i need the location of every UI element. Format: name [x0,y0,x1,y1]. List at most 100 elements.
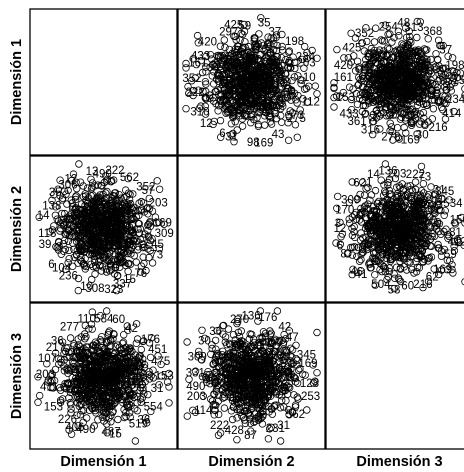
data-point [95,367,103,375]
data-point [424,190,433,199]
data-point [123,240,131,249]
data-point [401,197,409,205]
cell-1-2: 59 35371982342031011273275431699831612310… [177,8,326,156]
data-point [112,286,121,295]
data-point [266,50,274,58]
data-point [261,121,269,129]
point-label: 31 [151,383,164,395]
data-point [413,235,421,244]
data-point [253,114,261,122]
data-point [76,219,84,228]
data-point [50,191,58,199]
data-point [417,162,426,171]
data-point [251,83,259,92]
point-label: 519 [129,419,148,431]
data-point [132,320,141,328]
data-point [256,50,264,59]
data-point [163,378,172,386]
data-point [277,54,286,62]
data-point [124,189,133,197]
point-label: 15 [123,274,136,286]
data-point [97,267,106,275]
data-point [361,89,370,97]
data-point [364,183,372,192]
data-point [189,55,197,63]
data-point [267,77,275,86]
data-point [347,243,355,252]
data-point [103,177,111,185]
data-point [436,41,444,50]
data-point [75,160,83,168]
point-label: 10 [80,281,93,293]
data-point [142,266,150,275]
data-point [381,160,390,168]
data-point [58,338,67,346]
data-point [130,215,138,224]
data-point [287,63,295,72]
data-point [428,87,436,95]
data-point [424,254,432,263]
data-point [385,267,394,276]
data-point [413,33,421,42]
data-point [73,246,81,255]
data-point [65,255,73,263]
data-point [228,65,236,73]
data-point [334,192,342,201]
data-point [366,260,374,268]
data-point [67,401,75,409]
data-point [214,69,223,77]
data-point [345,215,353,223]
data-point [260,85,268,93]
point-label: 414 [442,108,462,120]
data-point [238,122,247,130]
data-point [415,264,424,272]
data-point [34,398,42,406]
data-point [291,120,300,129]
data-point [67,430,76,438]
data-point [413,246,421,254]
data-point [137,398,145,406]
data-point [243,90,252,99]
data-point [151,213,160,221]
data-point [124,386,132,394]
data-point [62,230,70,239]
data-point [165,369,173,378]
data-point [215,90,223,99]
data-point [48,226,57,234]
data-point [350,243,359,251]
data-point [407,38,415,47]
data-point [330,79,338,87]
data-point [407,47,416,56]
data-point [355,94,364,103]
data-point [104,225,112,233]
data-point [109,335,117,343]
data-point [110,389,118,398]
data-point [403,85,411,93]
data-point [415,76,423,85]
data-point [444,52,452,60]
data-point [55,237,63,246]
data-point [120,380,129,388]
data-point [50,222,58,230]
data-point [197,56,205,65]
data-point [234,42,243,51]
data-point [407,196,415,204]
data-point [121,221,130,230]
data-point [359,83,367,91]
data-point [288,408,297,416]
data-point [66,334,75,342]
point-label: 621 [353,178,372,190]
data-point [297,79,305,88]
data-point [347,95,356,104]
data-point [414,89,422,97]
data-point [239,109,247,117]
data-point [189,86,198,95]
point-label: 352 [355,28,374,40]
data-point [88,325,96,333]
data-point [264,33,272,41]
data-point [67,381,75,389]
data-point [141,414,150,422]
data-point [71,193,80,201]
data-point [54,185,62,193]
data-point [135,352,144,360]
